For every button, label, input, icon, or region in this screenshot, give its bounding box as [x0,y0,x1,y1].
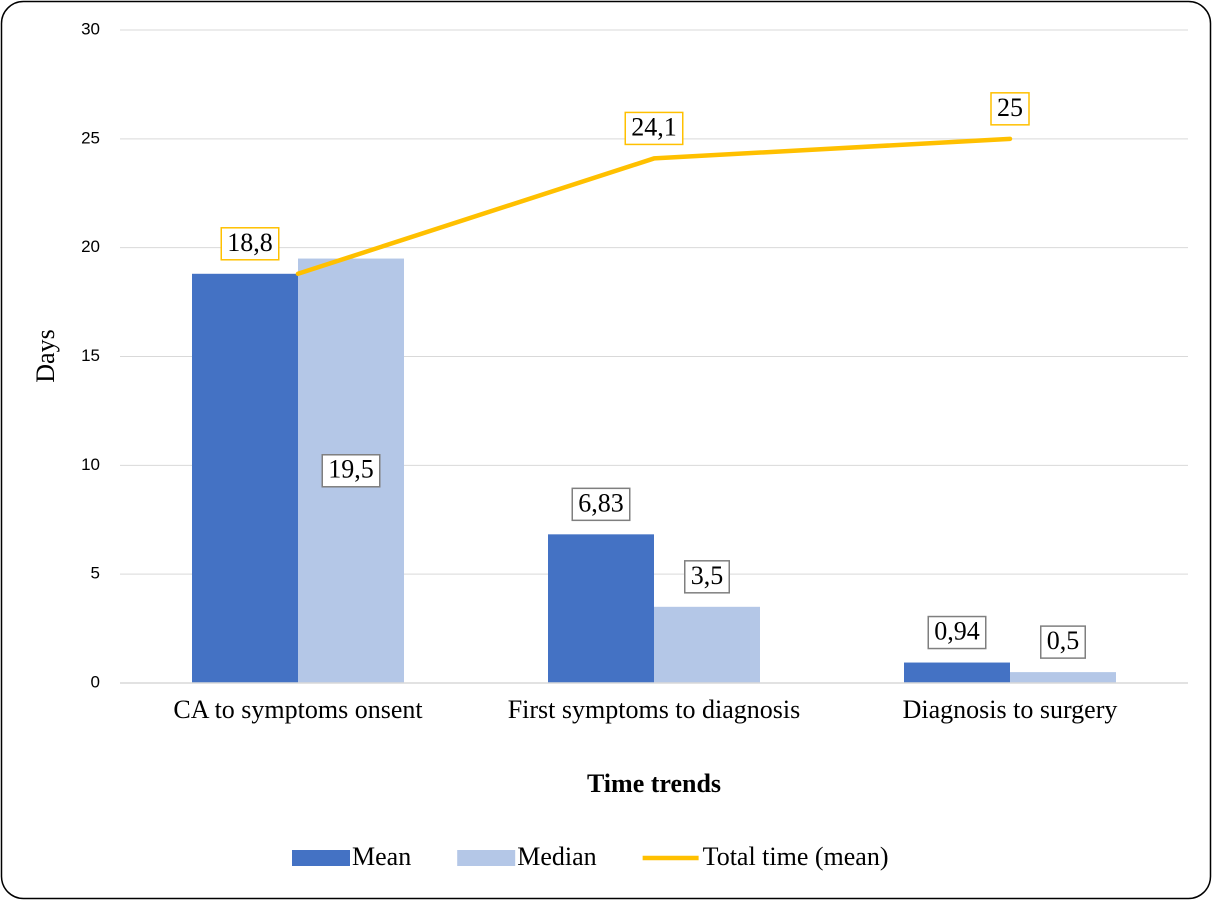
label-box [571,487,631,522]
data-label: 0,94 [934,617,980,646]
data-label-box: 25 [990,92,1030,126]
legend-label: Median [517,842,596,871]
y-axis-label: Days [31,329,60,382]
label-box [624,111,684,146]
data-label-box: 6,83 [571,487,631,522]
legend-swatch [457,850,516,866]
y-tick-label: 5 [91,564,100,583]
x-tick-label: CA to symptoms onsent [173,696,423,724]
label-box [990,92,1030,126]
data-label: 18,8 [227,228,273,257]
bar [654,606,760,683]
data-label: 3,5 [691,561,724,590]
data-label-box: 24,1 [624,111,684,146]
x-tick-label: First symptoms to diagnosis [507,696,801,724]
y-tick-label: 0 [91,672,100,691]
x-tick-wrap: First symptoms to diagnosis [507,696,801,724]
x-tick-wrap: Diagnosis to surgery [902,696,1118,724]
label-box [220,227,280,261]
data-label-box: 0,5 [1040,625,1086,659]
y-tick-label: 25 [81,128,100,147]
data-label-box: 19,5 [321,454,381,488]
y-tick-label: 30 [81,19,100,38]
label-box [927,615,987,650]
label-box [684,560,730,594]
y-tick-label: 15 [81,346,100,365]
bar [1010,672,1116,683]
data-label: 25 [997,93,1023,122]
data-label: 24,1 [631,112,677,141]
y-tick-label: 20 [81,237,100,256]
bar [548,534,654,683]
y-tick-label: 10 [81,455,100,474]
label-box [321,454,381,488]
legend-label: Total time (mean) [703,842,889,871]
line [295,136,1013,277]
bar [192,273,298,683]
x-tick-wrap: CA to symptoms onsent [173,696,423,724]
legend-swatch [292,850,350,866]
label-box [1040,625,1086,659]
data-label: 19,5 [328,455,374,484]
data-label: 6,83 [578,488,624,517]
data-label-box: 3,5 [684,560,730,594]
data-label-box: 18,8 [220,227,280,261]
x-axis-label: Time trends [587,769,721,798]
legend-label: Mean [352,842,411,871]
x-tick-label: Diagnosis to surgery [902,696,1118,724]
data-label: 0,5 [1047,626,1080,655]
bar [904,662,1010,683]
data-label-box: 0,94 [927,615,987,650]
